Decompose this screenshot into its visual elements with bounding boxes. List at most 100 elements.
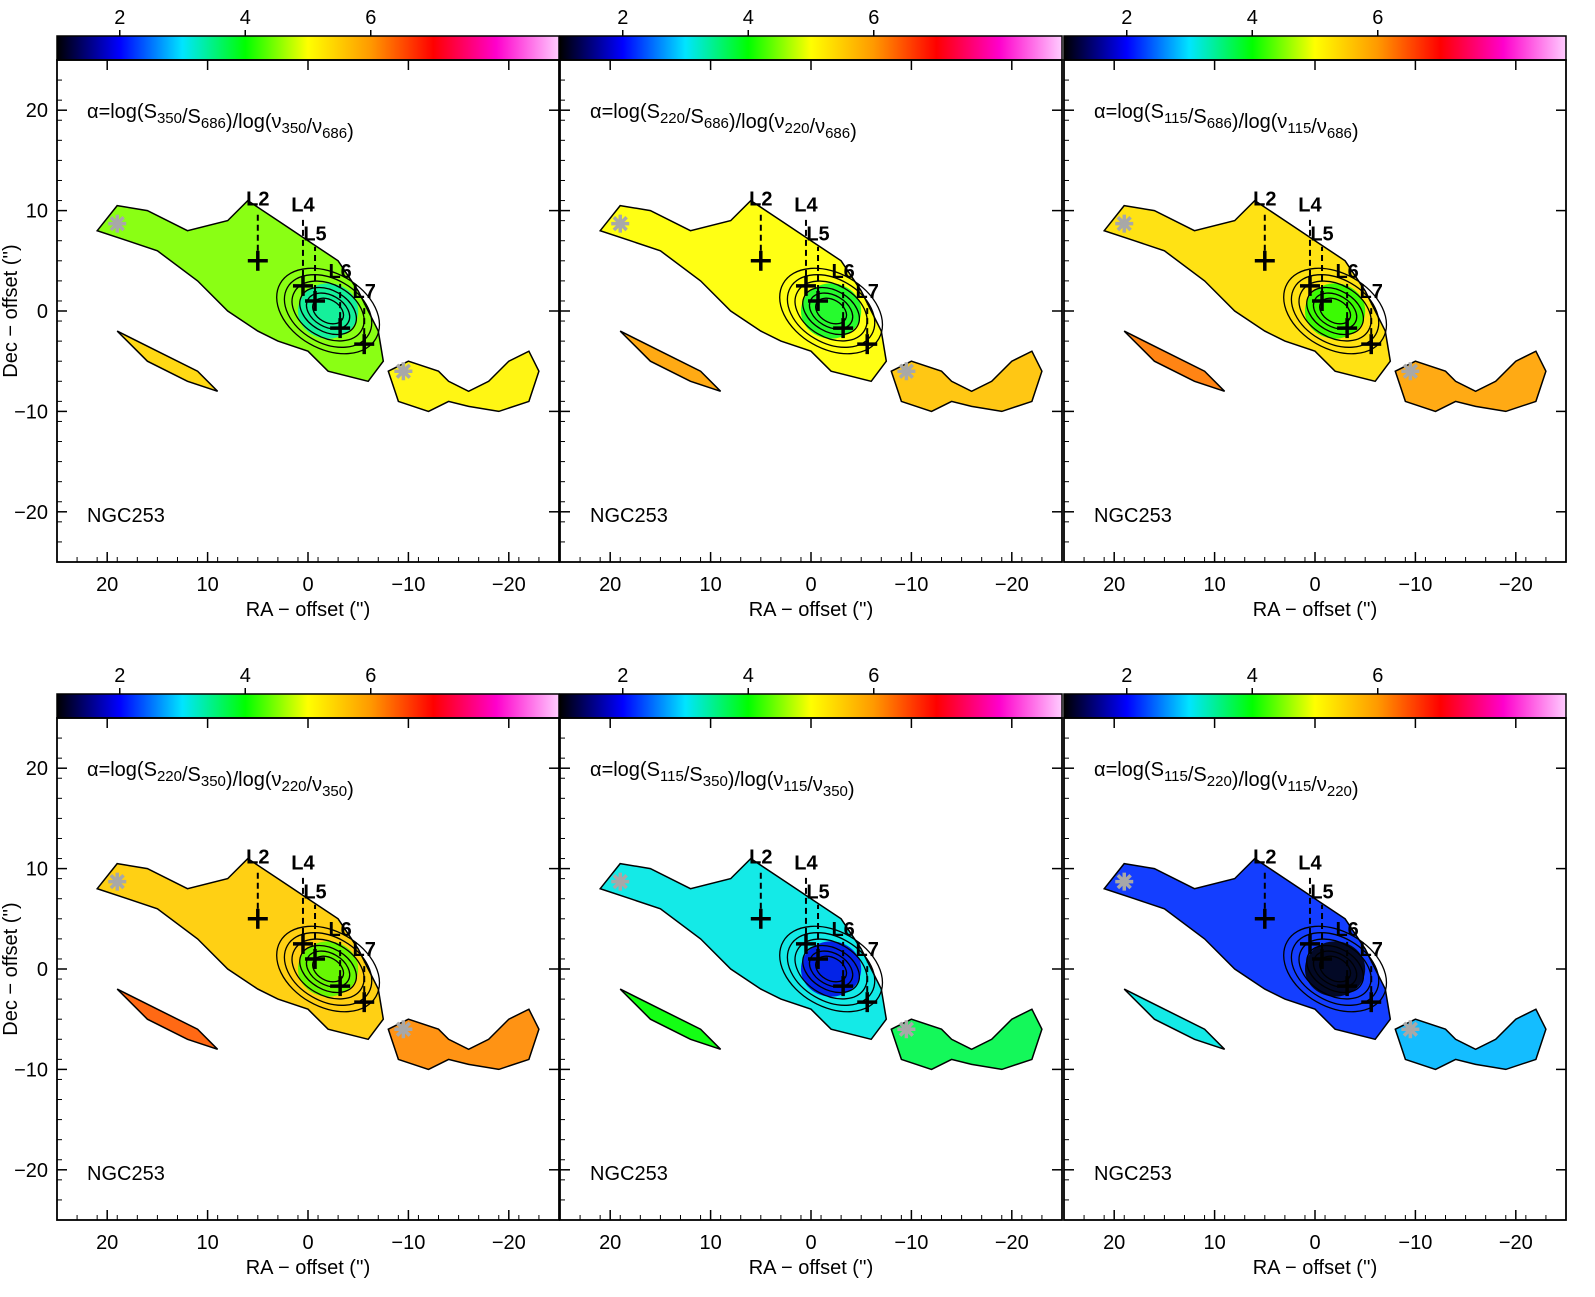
x-tick-label: −10 — [894, 1232, 928, 1254]
intensity-contour — [794, 938, 868, 1000]
intensity-contour — [1394, 1008, 1547, 1071]
x-tick-label: 10 — [699, 574, 721, 596]
alpha-map-core — [800, 283, 862, 339]
alpha-map-region — [97, 858, 384, 1040]
source-label: NGC253 — [590, 1163, 668, 1185]
position-label: L6 — [328, 919, 351, 941]
x-tick-label: 0 — [805, 574, 816, 596]
y-tick-label: 10 — [26, 201, 48, 223]
alpha-map-region — [117, 989, 218, 1050]
intensity-contour — [794, 280, 868, 342]
intensity-contour — [387, 1008, 540, 1071]
colorbar-tick-label: 2 — [114, 665, 125, 687]
alpha-map-core — [800, 941, 862, 997]
x-tick-label: −10 — [894, 574, 928, 596]
alpha-map-region — [891, 351, 1042, 412]
position-label: L6 — [1335, 261, 1358, 283]
colorbar-tick-label: 6 — [868, 7, 879, 29]
intensity-contour — [598, 857, 888, 1041]
alpha-map-region — [620, 331, 721, 392]
intensity-contour — [95, 857, 385, 1041]
position-label: L5 — [806, 224, 829, 246]
alpha-map-core — [297, 941, 359, 997]
y-tick-label: 0 — [37, 301, 48, 323]
x-tick-label: −20 — [492, 574, 526, 596]
x-axis-label: RA − offset ('') — [749, 1257, 874, 1279]
intensity-contour — [1298, 938, 1372, 1000]
colorbar-tick-label: 6 — [868, 665, 879, 687]
intensity-contour — [786, 274, 876, 348]
x-tick-label: −20 — [1499, 1232, 1533, 1254]
y-tick-label: 20 — [26, 758, 48, 780]
alpha-map-region — [891, 1009, 1042, 1070]
intensity-contour — [1123, 330, 1226, 393]
x-axis-label: RA − offset ('') — [1253, 599, 1378, 621]
alpha-map-core — [1304, 283, 1366, 339]
x-tick-label: 10 — [1203, 1232, 1225, 1254]
position-label: L2 — [749, 189, 772, 211]
intensity-contour — [291, 280, 365, 342]
position-label: L4 — [291, 853, 315, 875]
y-axis-label: Dec − offset ('') — [0, 902, 22, 1035]
x-tick-label: −20 — [995, 1232, 1029, 1254]
intensity-contour — [890, 1008, 1043, 1071]
intensity-contour — [1394, 350, 1547, 413]
position-label: L2 — [246, 847, 269, 869]
position-label: L7 — [856, 939, 879, 961]
x-tick-label: −20 — [995, 574, 1029, 596]
intensity-contour — [283, 932, 373, 1006]
position-label: L6 — [328, 261, 351, 283]
position-label: L2 — [1253, 189, 1276, 211]
colorbar-tick-label: 4 — [1247, 665, 1258, 687]
star-marker — [108, 872, 127, 891]
alpha-map-region — [1104, 858, 1391, 1040]
colorbar — [56, 35, 560, 61]
source-label: NGC253 — [1094, 1163, 1172, 1185]
x-tick-label: 20 — [96, 574, 118, 596]
x-tick-label: 20 — [1103, 1232, 1125, 1254]
position-label: L6 — [831, 919, 854, 941]
colorbar-tick-label: 4 — [743, 7, 754, 29]
x-tick-label: 0 — [302, 574, 313, 596]
intensity-contour — [116, 988, 219, 1051]
x-tick-label: 10 — [699, 1232, 721, 1254]
position-label: L4 — [794, 853, 818, 875]
x-tick-label: 0 — [805, 1232, 816, 1254]
x-tick-label: 0 — [302, 1232, 313, 1254]
position-label: L4 — [794, 195, 818, 217]
position-label: L4 — [1298, 853, 1322, 875]
colorbar-tick-label: 4 — [240, 665, 251, 687]
intensity-contour — [387, 350, 540, 413]
colorbar-tick-label: 2 — [114, 7, 125, 29]
alpha-map-region — [600, 858, 887, 1040]
intensity-contour — [1102, 857, 1392, 1041]
position-label: L5 — [1310, 224, 1333, 246]
panel-title: α=log(S115/S350)/log(ν115/ν350) — [590, 759, 855, 801]
position-label: L2 — [749, 847, 772, 869]
position-label: L7 — [1360, 939, 1383, 961]
intensity-contour — [116, 330, 219, 393]
alpha-map-region — [97, 200, 384, 382]
intensity-contour — [1102, 199, 1392, 383]
intensity-contour — [1290, 274, 1380, 348]
position-label: L7 — [1360, 281, 1383, 303]
colorbar — [1063, 693, 1567, 719]
intensity-contour — [779, 925, 884, 1013]
y-tick-label: −20 — [14, 1160, 48, 1182]
panel-title: α=log(S115/S220)/log(ν115/ν220) — [1094, 759, 1359, 801]
position-label: L6 — [1335, 919, 1358, 941]
colorbar-tick-label: 6 — [365, 665, 376, 687]
colorbar — [56, 693, 560, 719]
y-tick-label: 0 — [37, 959, 48, 981]
intensity-contour — [95, 199, 385, 383]
x-tick-label: 20 — [96, 1232, 118, 1254]
panel-title: α=log(S350/S686)/log(ν350/ν686) — [87, 101, 354, 143]
position-label: L5 — [303, 882, 326, 904]
intensity-contour — [1283, 925, 1388, 1013]
intensity-contour — [1290, 932, 1380, 1006]
alpha-map-region — [117, 331, 218, 392]
